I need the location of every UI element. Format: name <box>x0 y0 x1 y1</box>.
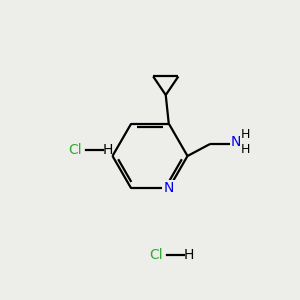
Text: H: H <box>103 143 113 157</box>
Text: Cl: Cl <box>149 248 163 262</box>
Text: H: H <box>184 248 194 262</box>
Text: N: N <box>231 136 242 149</box>
Text: Cl: Cl <box>68 143 82 157</box>
Text: H: H <box>241 128 250 141</box>
Text: N: N <box>164 182 174 196</box>
Text: H: H <box>241 143 250 156</box>
